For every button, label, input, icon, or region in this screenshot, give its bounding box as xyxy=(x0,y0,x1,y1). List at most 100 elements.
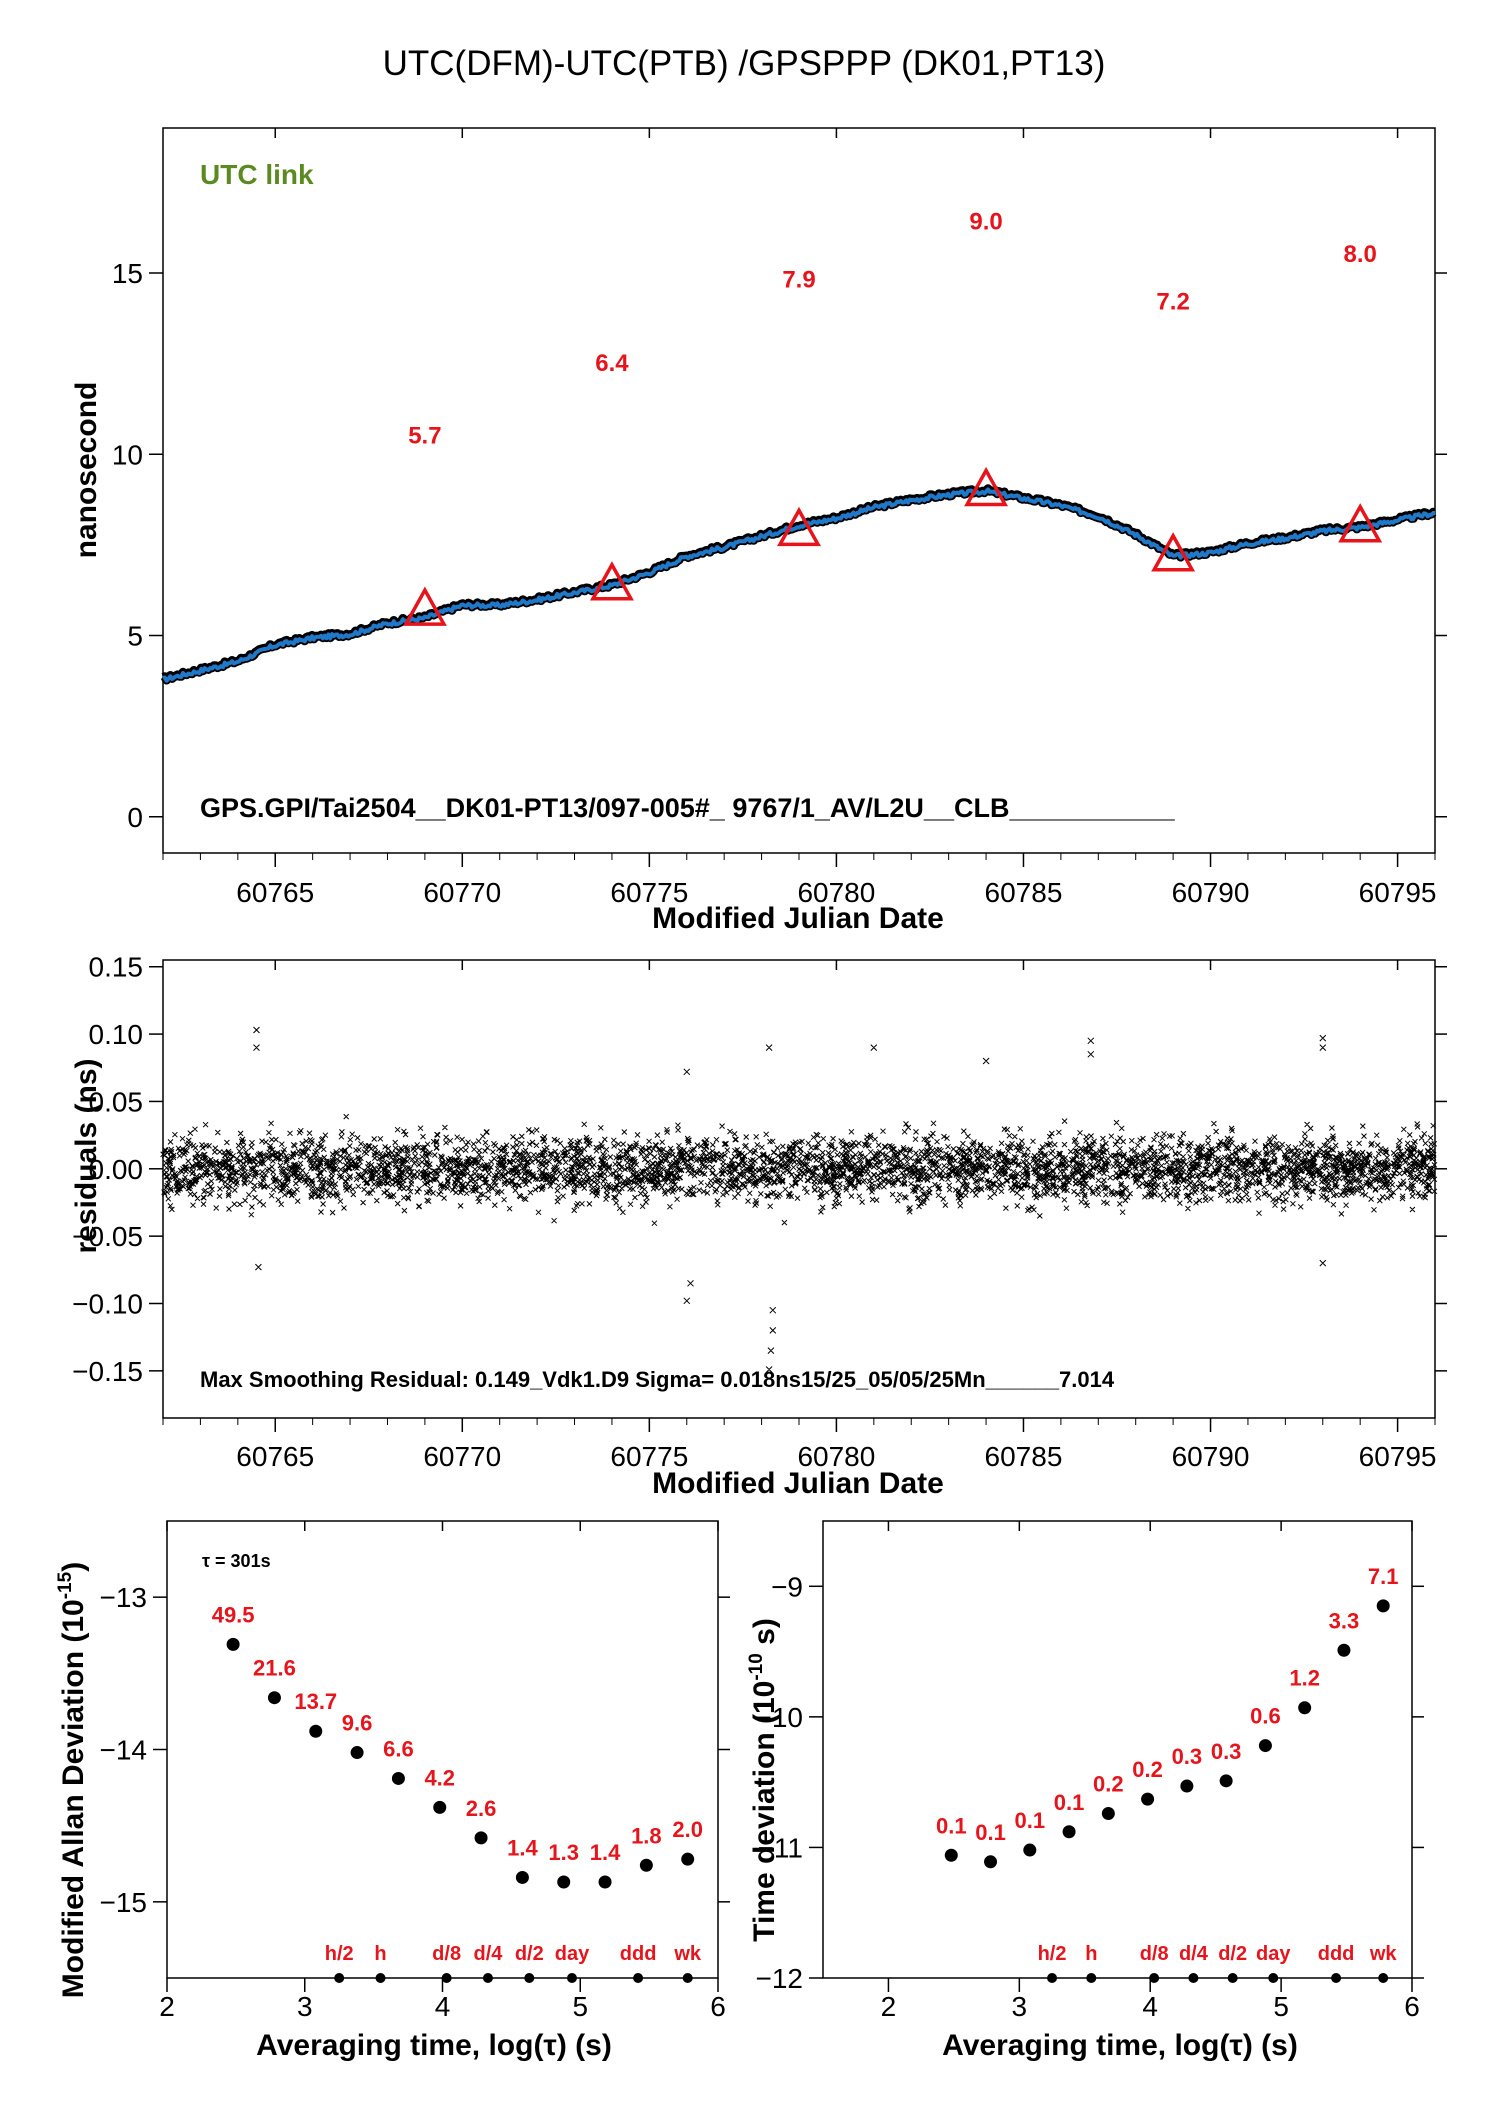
series-line-outline xyxy=(160,484,1438,685)
panel2-xtick-label: 60770 xyxy=(423,1441,501,1472)
panel2-xlabel: Modified Julian Date xyxy=(652,1467,944,1500)
panel3-period-label: h xyxy=(374,1943,386,1965)
panel4-period-dot xyxy=(1227,1973,1238,1983)
panel4-point-label: 1.2 xyxy=(1289,1666,1320,1691)
panel3-point xyxy=(515,1870,529,1884)
panel2-ytick-label: 0.10 xyxy=(89,1019,144,1050)
panel4-point xyxy=(1258,1739,1272,1753)
panel3-period-dot xyxy=(482,1973,493,1983)
series-line xyxy=(162,487,1436,683)
panel4-point-label: 0.1 xyxy=(936,1813,967,1838)
panel4-point xyxy=(1219,1774,1233,1788)
marker-value-label: 7.9 xyxy=(782,267,815,294)
panel3-period-label: wk xyxy=(673,1943,702,1965)
panel4-period-label: h xyxy=(1085,1943,1097,1965)
panel4-period-label: d/8 xyxy=(1140,1943,1169,1965)
panel2-xtick-label: 60765 xyxy=(236,1441,314,1472)
panel1-xtick-label: 60770 xyxy=(423,877,501,908)
panel4-point-label: 3.3 xyxy=(1329,1608,1360,1633)
panel4-point xyxy=(1101,1806,1115,1820)
panel2-xtick-label: 60795 xyxy=(1359,1441,1437,1472)
panel3-period-dot xyxy=(441,1973,452,1983)
panel3-ylabel: Modified Allan Deviation (10-15) xyxy=(55,1562,90,1998)
panel3-period-dot xyxy=(524,1973,535,1983)
panel4-point xyxy=(1141,1792,1155,1806)
marker-value-label: 6.4 xyxy=(595,350,629,377)
triangle-marker xyxy=(964,466,1009,507)
panel3-point xyxy=(391,1771,405,1785)
panel2-xtick-label: 60785 xyxy=(985,1441,1063,1472)
panel4-point xyxy=(1180,1779,1194,1793)
panel4-point xyxy=(1337,1643,1351,1657)
panel4-period-label: day xyxy=(1256,1943,1291,1965)
panel3-point-label: 13.7 xyxy=(294,1689,337,1714)
panel2-xtick-label: 60775 xyxy=(610,1441,688,1472)
panel3-period-label: day xyxy=(555,1943,590,1965)
panel2-ytick-label: 0.05 xyxy=(89,1086,144,1117)
panel3-period-dot xyxy=(375,1973,386,1983)
panel3-point xyxy=(557,1875,571,1889)
panel2-ytick-label: −0.10 xyxy=(72,1289,143,1320)
panel4-point-label: 0.3 xyxy=(1211,1739,1242,1764)
panel1-ytick-label: 5 xyxy=(127,621,143,652)
panel3-ytick-label: −14 xyxy=(100,1735,148,1766)
panel3-ytick-label: −15 xyxy=(100,1887,148,1918)
panel2-ytick-label: 0.15 xyxy=(89,952,144,983)
panel1-xtick-label: 60790 xyxy=(1172,877,1250,908)
panel4-point xyxy=(984,1855,998,1869)
panel3-point xyxy=(681,1852,695,1866)
panel3-period-label: d/8 xyxy=(432,1943,461,1965)
panel4-ytick-label: −12 xyxy=(756,1963,804,1994)
panel3-xtick-label: 2 xyxy=(159,1991,175,2022)
panel1-xtick-label: 60765 xyxy=(236,877,314,908)
panel2-xtick-label: 60790 xyxy=(1172,1441,1250,1472)
panel4-xtick-label: 5 xyxy=(1273,1991,1289,2022)
panel4-point xyxy=(1023,1843,1037,1857)
panel4-point-label: 0.3 xyxy=(1172,1744,1203,1769)
panel3-point xyxy=(598,1875,612,1889)
panel4-period-label: d/4 xyxy=(1179,1943,1209,1965)
panel4-xtick-label: 3 xyxy=(1012,1991,1028,2022)
panel3-point xyxy=(267,1691,281,1705)
panel4-point xyxy=(944,1848,958,1862)
panel4-xtick-label: 6 xyxy=(1404,1991,1420,2022)
panel3-period-label: h/2 xyxy=(325,1943,354,1965)
panel4-period-dot xyxy=(1086,1973,1097,1983)
panel4-point xyxy=(1062,1825,1076,1839)
panel3-point xyxy=(350,1746,364,1760)
panel3-point-label: 6.6 xyxy=(383,1736,414,1761)
panel3-xtick-label: 5 xyxy=(572,1991,588,2022)
panel2-footnote: Max Smoothing Residual: 0.149_Vdk1.D9 Si… xyxy=(200,1367,1115,1392)
panel4-xtick-label: 4 xyxy=(1142,1991,1158,2022)
panel1-ylabel: nanosecond xyxy=(70,382,103,559)
panel4-frame xyxy=(822,1520,1413,1979)
panel2-ytick-label: −0.15 xyxy=(72,1356,143,1387)
panel4-point-label: 0.2 xyxy=(1093,1771,1124,1796)
panel2-ylabel: residuals (ns) xyxy=(70,1058,103,1253)
marker-value-label: 8.0 xyxy=(1343,241,1376,268)
panel4-point-label: 0.6 xyxy=(1250,1704,1281,1729)
panel3-point-label: 1.3 xyxy=(548,1840,579,1865)
panel3-point-label: 4.2 xyxy=(424,1765,455,1790)
panel1-xtick-label: 60795 xyxy=(1359,877,1437,908)
page-title: UTC(DFM)-UTC(PTB) /GPSPPP (DK01,PT13) xyxy=(382,44,1106,83)
panel2-ytick-label: 0.00 xyxy=(89,1154,144,1185)
panel1-frame xyxy=(162,127,1436,854)
panel1-ytick-label: 15 xyxy=(112,258,143,289)
panel3-point-label: 9.6 xyxy=(342,1711,373,1736)
panel3-point xyxy=(433,1800,447,1814)
marker-value-label: 7.2 xyxy=(1156,288,1189,315)
panel3-xtick-label: 6 xyxy=(710,1991,726,2022)
panel3-xtick-label: 3 xyxy=(297,1991,313,2022)
panel4-period-dot xyxy=(1378,1973,1389,1983)
panel3-period-dot xyxy=(566,1973,577,1983)
panel3-point-label: 1.8 xyxy=(631,1823,662,1848)
panel1-ytick-label: 0 xyxy=(127,802,143,833)
panel1-xtick-label: 60785 xyxy=(985,877,1063,908)
utc-link-label: UTC link xyxy=(200,159,314,190)
triangle-marker xyxy=(1338,503,1383,543)
panel4-point-label: 0.1 xyxy=(1054,1790,1085,1815)
panel3-xtick-label: 4 xyxy=(435,1991,451,2022)
triangle-marker xyxy=(402,586,447,626)
panel3-point xyxy=(309,1724,323,1738)
